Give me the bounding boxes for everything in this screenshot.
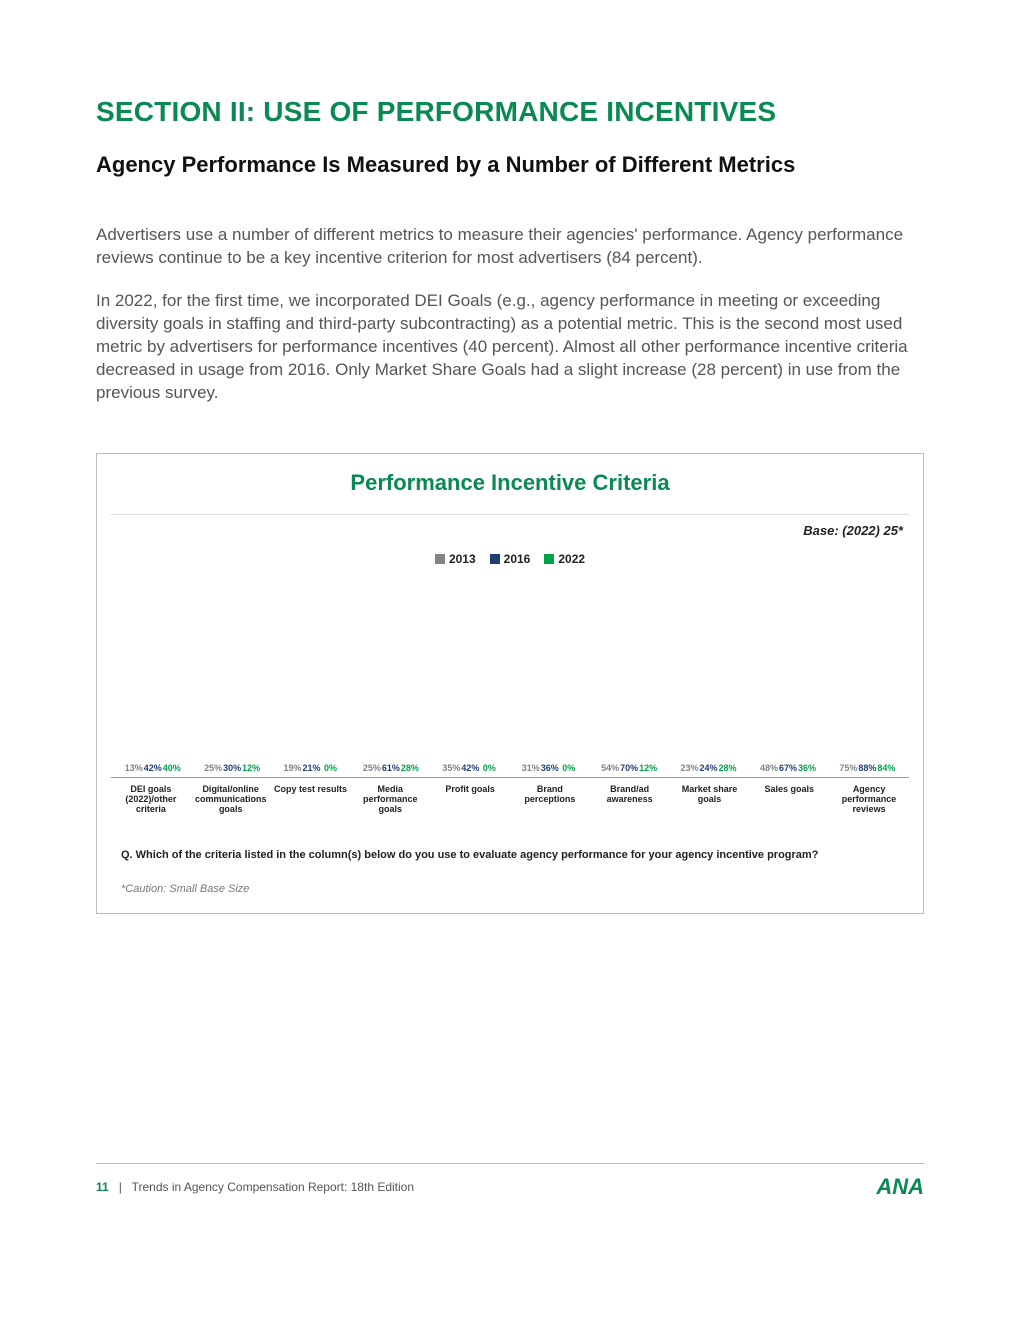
bar-label: 40%: [163, 763, 181, 773]
bar-label: 12%: [242, 763, 260, 773]
chart-frame: Performance Incentive Criteria Base: (20…: [96, 453, 924, 914]
x-axis-label: Sales goals: [749, 784, 829, 815]
bar-label: 19%: [284, 763, 302, 773]
footer-separator: |: [119, 1180, 122, 1194]
x-axis-label: Media performance goals: [350, 784, 430, 815]
bar-label: 12%: [639, 763, 657, 773]
x-axis-label: Brand perceptions: [510, 784, 590, 815]
bar-label: 31%: [522, 763, 540, 773]
bar-label: 0%: [324, 763, 337, 773]
bar-label: 35%: [442, 763, 460, 773]
chart-legend: 2013 2016 2022: [111, 552, 909, 566]
paragraph-2: In 2022, for the first time, we incorpor…: [96, 290, 924, 405]
bar-label: 48%: [760, 763, 778, 773]
page-number: 11: [96, 1180, 109, 1194]
chart-plot: 13%42%40%25%30%12%19%21%0%25%61%28%35%42…: [111, 578, 909, 778]
x-axis-label: Profit goals: [430, 784, 510, 815]
bar-label: 23%: [681, 763, 699, 773]
bar-label: 36%: [541, 763, 559, 773]
x-axis-label: DEI goals (2022)/other criteria: [111, 784, 191, 815]
bar-label: 61%: [382, 763, 400, 773]
bar-label: 24%: [700, 763, 718, 773]
bar-label: 21%: [303, 763, 321, 773]
bar-label: 42%: [461, 763, 479, 773]
body-text: Advertisers use a number of different me…: [96, 224, 924, 405]
bar-label: 67%: [779, 763, 797, 773]
x-axis-label: Digital/online communications goals: [191, 784, 271, 815]
section-title: SECTION II: USE OF PERFORMANCE INCENTIVE…: [96, 96, 924, 128]
bar-label: 70%: [620, 763, 638, 773]
bar-label: 36%: [798, 763, 816, 773]
chart-x-labels: DEI goals (2022)/other criteriaDigital/o…: [111, 784, 909, 815]
x-axis-label: Copy test results: [271, 784, 351, 815]
x-axis-label: Market share goals: [670, 784, 750, 815]
bar-label: 0%: [562, 763, 575, 773]
paragraph-1: Advertisers use a number of different me…: [96, 224, 924, 270]
x-axis-label: Brand/ad awareness: [590, 784, 670, 815]
bar-label: 42%: [144, 763, 162, 773]
page-footer: 11 | Trends in Agency Compensation Repor…: [96, 1163, 924, 1200]
chart-caution: *Caution: Small Base Size: [111, 883, 909, 895]
bar-label: 75%: [839, 763, 857, 773]
chart-question: Q. Which of the criteria listed in the c…: [111, 849, 909, 861]
bar-label: 88%: [858, 763, 876, 773]
bar-label: 84%: [877, 763, 895, 773]
bar-label: 30%: [223, 763, 241, 773]
bar-label: 54%: [601, 763, 619, 773]
brand-logo: ANA: [876, 1174, 924, 1200]
bar-label: 28%: [401, 763, 419, 773]
chart-base-note: Base: (2022) 25*: [111, 523, 909, 538]
legend-label-2013: 2013: [449, 552, 476, 566]
bar-label: 13%: [125, 763, 143, 773]
bar-label: 0%: [483, 763, 496, 773]
chart-divider: [111, 514, 909, 515]
bar-label: 25%: [363, 763, 381, 773]
legend-swatch-2013: [435, 554, 445, 564]
chart-title: Performance Incentive Criteria: [111, 470, 909, 496]
legend-swatch-2016: [490, 554, 500, 564]
bar-label: 25%: [204, 763, 222, 773]
bar-label: 28%: [719, 763, 737, 773]
legend-label-2022: 2022: [558, 552, 585, 566]
legend-swatch-2022: [544, 554, 554, 564]
x-axis-label: Agency performance reviews: [829, 784, 909, 815]
footer-doc-title: Trends in Agency Compensation Report: 18…: [132, 1180, 414, 1194]
legend-label-2016: 2016: [504, 552, 531, 566]
subtitle: Agency Performance Is Measured by a Numb…: [96, 152, 924, 178]
